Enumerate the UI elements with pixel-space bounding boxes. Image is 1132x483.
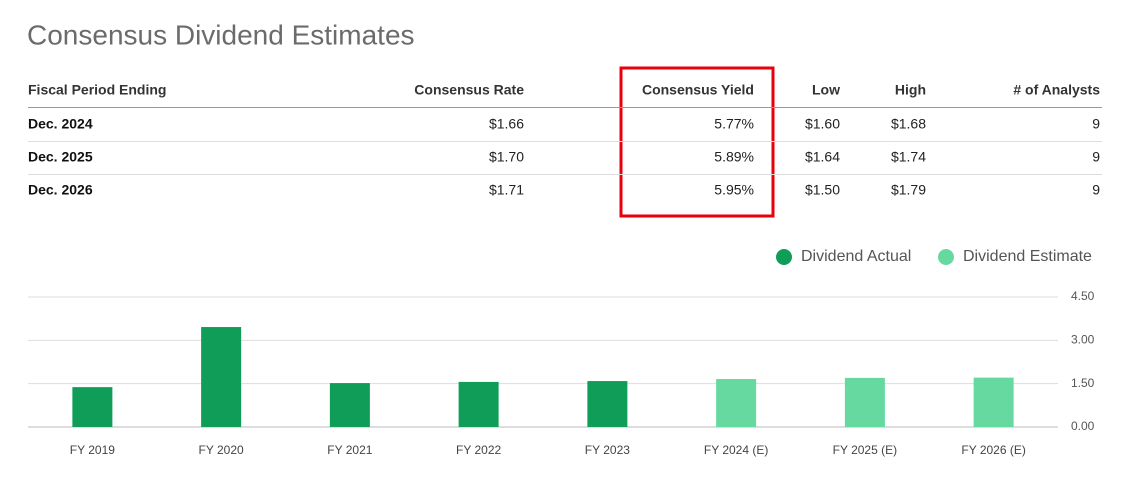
table-cell: 9	[1092, 116, 1100, 132]
x-tick-label: FY 2022	[456, 443, 501, 457]
table-cell: Dec. 2025	[28, 149, 93, 165]
y-tick-label: 4.50	[1071, 289, 1095, 303]
bar	[587, 381, 628, 427]
legend-label: Dividend Estimate	[963, 248, 1092, 265]
y-tick-label: 1.50	[1071, 376, 1095, 390]
table-cell: $1.66	[489, 116, 524, 132]
column-header: Consensus Yield	[642, 82, 754, 98]
column-header: Fiscal Period Ending	[28, 82, 166, 98]
x-tick-label: FY 2020	[199, 443, 244, 457]
bar	[329, 383, 370, 427]
bar	[201, 327, 242, 427]
legend-swatch	[938, 249, 954, 265]
y-tick-label: 0.00	[1071, 419, 1095, 433]
page-title: Consensus Dividend Estimates	[27, 19, 415, 50]
table-cell: $1.64	[805, 149, 840, 165]
bar	[458, 381, 499, 427]
column-header: Low	[812, 82, 840, 98]
table-cell: 9	[1092, 149, 1100, 165]
bar	[72, 387, 113, 427]
table-cell: $1.60	[805, 116, 840, 132]
legend-swatch	[776, 249, 792, 265]
table-cell: 5.77%	[714, 116, 754, 132]
x-tick-label: FY 2019	[70, 443, 115, 457]
table-cell: Dec. 2026	[28, 182, 93, 198]
bar	[973, 377, 1014, 427]
table-cell: $1.70	[489, 149, 524, 165]
x-tick-label: FY 2026 (E)	[961, 443, 1025, 457]
column-header: High	[895, 82, 926, 98]
table-cell: $1.79	[891, 182, 926, 198]
table-cell: 9	[1092, 182, 1100, 198]
table-cell: 5.89%	[714, 149, 754, 165]
table-cell: Dec. 2024	[28, 116, 93, 132]
legend-label: Dividend Actual	[801, 248, 911, 265]
table-cell: $1.71	[489, 182, 524, 198]
x-tick-label: FY 2023	[585, 443, 630, 457]
x-tick-label: FY 2025 (E)	[833, 443, 897, 457]
bar	[844, 377, 885, 427]
x-tick-label: FY 2024 (E)	[704, 443, 768, 457]
column-header: Consensus Rate	[414, 82, 524, 98]
x-tick-label: FY 2021	[327, 443, 372, 457]
table-cell: $1.68	[891, 116, 926, 132]
table-cell: $1.50	[805, 182, 840, 198]
bar	[716, 379, 757, 427]
table-cell: 5.95%	[714, 182, 754, 198]
table-cell: $1.74	[891, 149, 926, 165]
y-tick-label: 3.00	[1071, 333, 1095, 347]
column-header: # of Analysts	[1013, 82, 1100, 98]
